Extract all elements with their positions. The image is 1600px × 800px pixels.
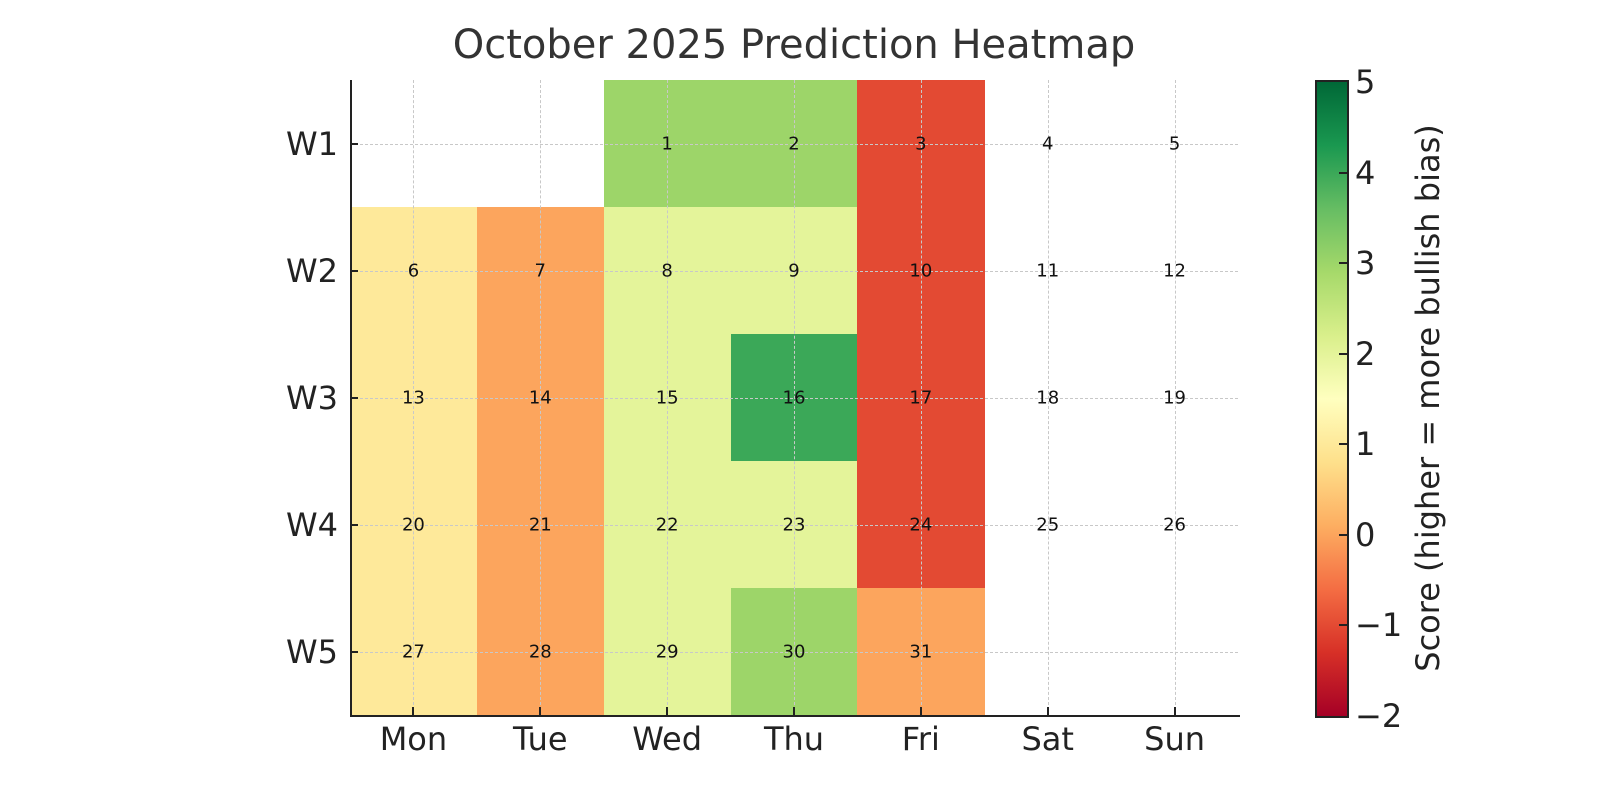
day-number-label: 18 <box>1036 387 1060 408</box>
day-number-label: 31 <box>909 641 933 662</box>
day-number-label: 2 <box>788 133 800 154</box>
x-tick <box>793 707 795 715</box>
day-number-label: 15 <box>655 387 679 408</box>
y-axis-line <box>350 80 352 717</box>
x-tick-label: Tue <box>512 720 568 758</box>
colorbar-tick-label: 3 <box>1355 244 1376 283</box>
day-number-label: 8 <box>661 260 673 281</box>
day-number-label: 28 <box>528 641 552 662</box>
x-tick-label: Wed <box>632 720 703 758</box>
day-number-label: 25 <box>1036 514 1060 535</box>
day-number-label: 7 <box>534 260 547 281</box>
day-number-label: 19 <box>1163 387 1187 408</box>
day-number-label: 12 <box>1163 260 1187 281</box>
colorbar-tick <box>1339 443 1347 446</box>
y-tick <box>350 396 358 399</box>
x-tick <box>539 707 542 715</box>
day-number-label: 27 <box>401 641 425 662</box>
colorbar-tick-label: 2 <box>1355 334 1376 373</box>
day-number-label: 30 <box>782 641 806 662</box>
heatmap-plot-area: 1 2 3 4 5 6 7 8 9 10 11 12 13 14 15 16 17 18 19 20 21 22 23 24 2… <box>350 80 1238 716</box>
y-tick-label: W1 <box>286 124 338 163</box>
grid-line <box>350 143 1238 145</box>
colorbar-tick <box>1339 624 1347 627</box>
colorbar-tick-label: −2 <box>1355 697 1403 735</box>
x-tick-label: Fri <box>901 720 940 758</box>
y-tick <box>350 142 358 145</box>
y-tick-label: W5 <box>286 632 338 671</box>
colorbar-tick-label: 4 <box>1355 153 1376 192</box>
colorbar-tick <box>1339 533 1347 536</box>
day-number-label: 5 <box>1168 133 1181 154</box>
x-tick-label: Sat <box>1021 720 1074 758</box>
grid-line <box>350 270 1238 272</box>
x-tick <box>1173 707 1176 715</box>
colorbar-tick-label: 5 <box>1355 63 1376 101</box>
x-tick <box>919 707 922 715</box>
x-tick-label: Mon <box>379 720 448 758</box>
x-tick-label: Sun <box>1144 720 1205 758</box>
y-tick <box>350 650 358 653</box>
day-number-label: 11 <box>1036 260 1060 281</box>
day-number-label: 9 <box>788 260 800 281</box>
colorbar-tick-label: 0 <box>1355 515 1376 554</box>
day-number-label: 23 <box>782 514 806 535</box>
colorbar-label: Score (higher = more bullish bias) <box>1409 124 1447 672</box>
day-number-label: 1 <box>661 133 673 154</box>
day-number-label: 16 <box>782 387 806 408</box>
day-number-label: 4 <box>1041 133 1054 154</box>
day-number-label: 21 <box>528 514 552 535</box>
x-tick <box>1046 707 1049 715</box>
grid-line <box>350 397 1238 399</box>
y-tick-label: W3 <box>286 378 338 417</box>
x-tick-label: Thu <box>763 720 825 758</box>
x-tick <box>412 707 415 715</box>
grid-line <box>350 524 1238 526</box>
x-tick <box>666 707 669 715</box>
day-number-label: 20 <box>401 514 425 535</box>
chart-title: October 2025 Prediction Heatmap <box>452 22 1136 68</box>
day-number-label: 29 <box>655 641 679 662</box>
y-tick-label: W4 <box>286 505 338 544</box>
day-number-label: 13 <box>401 387 425 408</box>
y-tick <box>350 269 358 272</box>
colorbar-tick <box>1339 352 1347 355</box>
day-number-label: 14 <box>528 387 552 408</box>
grid-line <box>350 651 1238 653</box>
y-tick <box>350 523 358 526</box>
day-number-label: 10 <box>909 260 933 281</box>
day-number-label: 17 <box>909 387 933 408</box>
colorbar-tick <box>1339 171 1347 174</box>
colorbar-tick-label: −1 <box>1355 606 1403 645</box>
day-number-label: 24 <box>909 514 933 535</box>
day-number-label: 3 <box>915 133 927 154</box>
day-number-label: 26 <box>1163 514 1187 535</box>
x-axis-line <box>350 715 1240 717</box>
colorbar-tick <box>1339 262 1347 265</box>
colorbar <box>1315 80 1349 718</box>
day-number-label: 6 <box>407 260 420 281</box>
day-number-label: 22 <box>655 514 679 535</box>
y-tick-label: W2 <box>286 251 338 290</box>
colorbar-tick-label: 1 <box>1355 425 1376 464</box>
